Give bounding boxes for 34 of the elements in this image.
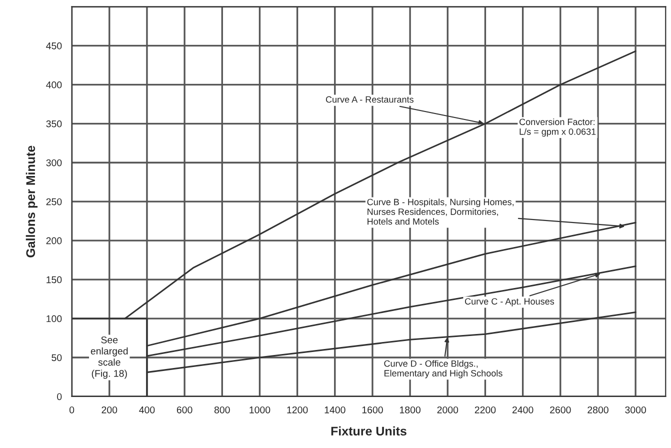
- x-tick-label: 0: [69, 406, 74, 414]
- annotation: Curve B - Hospitals, Nursing Homes, Nurses Residences, Dormitories, Hotels and Motels: [367, 198, 514, 225]
- y-tick-label: 450: [46, 42, 62, 50]
- y-axis-title: Gallons per Minute: [26, 146, 38, 258]
- y-tick-label: 350: [46, 120, 62, 128]
- y-tick-label: 200: [46, 237, 62, 244]
- x-tick-label: 400: [139, 406, 155, 414]
- y-tick-label: 150: [46, 276, 62, 284]
- x-tick-label: 1600: [362, 406, 383, 414]
- x-tick-label: 600: [176, 406, 192, 414]
- x-tick-label: 2000: [437, 406, 458, 414]
- y-tick-label: 100: [46, 315, 62, 322]
- annotation: See enlarged scale (Fig. 18): [90, 336, 128, 379]
- y-tick-label: 400: [46, 81, 62, 88]
- x-tick-label: 3000: [625, 406, 646, 414]
- y-tick-label: 250: [46, 198, 62, 206]
- annotation: Curve D - Office Bldgs., Elementary and High Schools: [384, 360, 502, 378]
- x-tick-label: 1000: [250, 406, 270, 414]
- annotation: Conversion Factor: L/s = gpm x 0.0631: [520, 118, 596, 137]
- x-tick-label: 1800: [400, 406, 420, 414]
- annotation: Curve C - Apt. Houses: [465, 298, 554, 306]
- x-tick-label: 1200: [287, 406, 308, 414]
- y-tick-label: 50: [52, 354, 62, 362]
- annotation: Curve A - Restaurants: [326, 96, 414, 103]
- x-tick-label: 800: [214, 406, 230, 414]
- x-tick-label: 200: [102, 406, 118, 414]
- x-tick-label: 2800: [588, 406, 608, 414]
- x-tick-label: 1400: [324, 406, 346, 414]
- y-tick-label: 0: [57, 393, 62, 400]
- x-tick-label: 2200: [474, 406, 496, 414]
- y-tick-label: 300: [46, 159, 62, 166]
- x-tick-label: 2400: [512, 406, 534, 414]
- x-tick-label: 2600: [550, 406, 571, 414]
- x-axis-title: Fixture Units: [331, 426, 406, 436]
